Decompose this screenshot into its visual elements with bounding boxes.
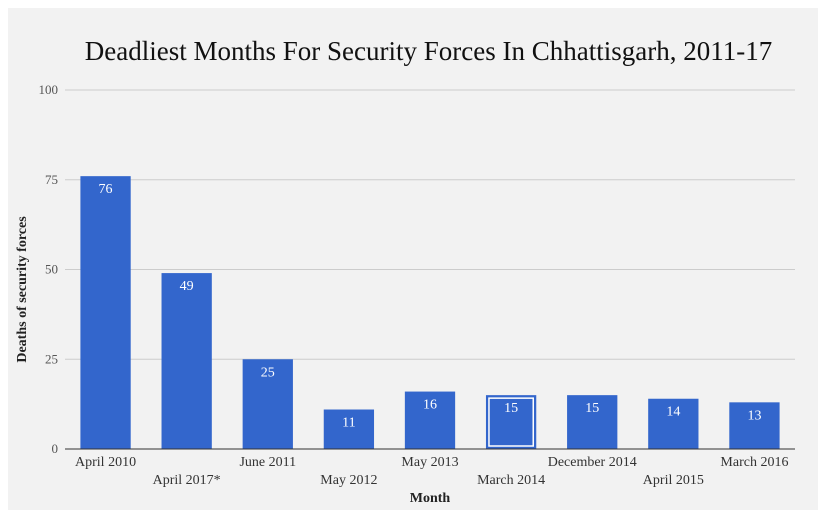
y-tick-label: 0 bbox=[52, 441, 59, 456]
bars: 76 49 25 11 16 15 15 14 13 bbox=[80, 176, 780, 449]
x-tick-label: May 2013 bbox=[401, 455, 458, 470]
bar-value-label: 11 bbox=[342, 416, 355, 431]
bar-group: 16 bbox=[404, 391, 456, 449]
x-tick-label: April 2015 bbox=[643, 473, 704, 488]
bar bbox=[404, 391, 456, 449]
bar-value-label: 25 bbox=[261, 365, 275, 380]
bar bbox=[323, 409, 375, 449]
bar-group: 15 bbox=[567, 395, 618, 449]
y-axis-ticks: 0 25 50 75 100 bbox=[39, 82, 59, 456]
bar-value-label: 49 bbox=[180, 279, 194, 294]
x-tick-label: June 2011 bbox=[239, 455, 296, 470]
bar bbox=[729, 402, 780, 449]
bar-group: 11 bbox=[323, 409, 375, 449]
x-tick-label: April 2017* bbox=[153, 473, 221, 488]
bar-group: 13 bbox=[729, 402, 780, 449]
bar-group: 49 bbox=[161, 273, 212, 449]
y-tick-label: 25 bbox=[45, 351, 58, 366]
bar bbox=[648, 398, 699, 449]
bar-group: 25 bbox=[242, 359, 293, 449]
x-tick-label: March 2016 bbox=[720, 455, 788, 470]
bar-value-label: 14 bbox=[666, 405, 680, 420]
bar bbox=[80, 176, 131, 449]
bar-value-label: 16 bbox=[423, 398, 437, 413]
bar-group: 14 bbox=[648, 398, 699, 449]
x-tick-label: December 2014 bbox=[548, 455, 637, 470]
bar-value-label: 15 bbox=[504, 401, 518, 416]
bar bbox=[567, 395, 618, 449]
bar-highlight-outline bbox=[488, 397, 535, 447]
bar-value-label: 15 bbox=[585, 401, 599, 416]
x-tick-label: April 2010 bbox=[75, 455, 136, 470]
x-axis-ticks: April 2010 April 2017* June 2011 May 2012 Ma… bbox=[75, 455, 788, 488]
bar bbox=[485, 395, 537, 449]
bar bbox=[161, 273, 212, 449]
x-axis-title: Month bbox=[410, 491, 451, 506]
x-tick-label: March 2014 bbox=[477, 473, 545, 488]
y-axis-title: Deaths of security forces bbox=[15, 216, 30, 363]
bar-value-label: 13 bbox=[747, 408, 761, 423]
y-tick-label: 75 bbox=[45, 172, 58, 187]
bar bbox=[242, 359, 293, 449]
bar-group: 15 bbox=[485, 395, 537, 449]
y-tick-label: 100 bbox=[39, 82, 59, 97]
bar-value-label: 76 bbox=[99, 182, 113, 197]
bar-group: 76 bbox=[80, 176, 131, 449]
x-tick-label: May 2012 bbox=[320, 473, 377, 488]
y-tick-label: 50 bbox=[45, 262, 58, 277]
chart-title: Deadliest Months For Security Forces In … bbox=[84, 36, 773, 66]
